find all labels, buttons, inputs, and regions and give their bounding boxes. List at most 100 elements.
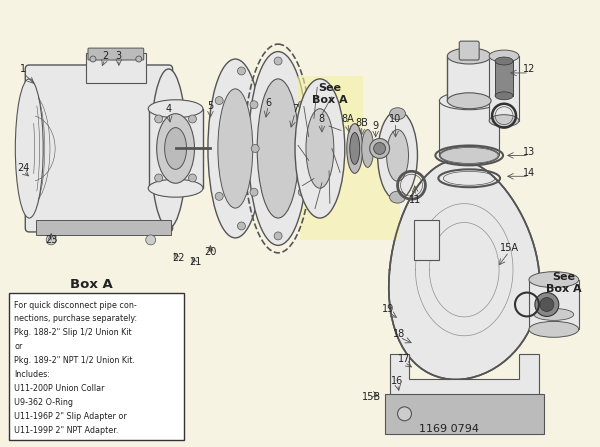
- Text: U11-199P 2" NPT Adapter.: U11-199P 2" NPT Adapter.: [14, 426, 119, 435]
- Circle shape: [298, 188, 306, 196]
- Ellipse shape: [529, 321, 579, 337]
- Text: Pkg. 188-2" Slip 1/2 Union Kit: Pkg. 188-2" Slip 1/2 Union Kit: [14, 329, 132, 337]
- Text: 9: 9: [373, 121, 379, 131]
- Ellipse shape: [389, 108, 406, 120]
- Text: 18: 18: [394, 329, 406, 339]
- Ellipse shape: [448, 93, 491, 109]
- Text: See: See: [552, 272, 575, 282]
- FancyBboxPatch shape: [36, 220, 170, 235]
- Ellipse shape: [534, 308, 574, 320]
- Polygon shape: [489, 56, 519, 121]
- Circle shape: [136, 56, 142, 62]
- Text: 11: 11: [409, 195, 422, 205]
- Ellipse shape: [495, 57, 513, 65]
- Ellipse shape: [16, 79, 43, 218]
- Text: 15A: 15A: [500, 243, 518, 253]
- Circle shape: [155, 115, 163, 123]
- Ellipse shape: [148, 179, 203, 197]
- FancyBboxPatch shape: [385, 394, 544, 434]
- Text: Box A: Box A: [70, 278, 112, 291]
- Ellipse shape: [148, 100, 203, 118]
- Circle shape: [155, 174, 163, 182]
- FancyBboxPatch shape: [495, 61, 513, 96]
- FancyBboxPatch shape: [459, 41, 479, 60]
- Circle shape: [251, 144, 259, 152]
- Ellipse shape: [347, 124, 363, 173]
- Text: 16: 16: [391, 376, 404, 386]
- Ellipse shape: [208, 59, 263, 238]
- FancyBboxPatch shape: [298, 76, 363, 131]
- Circle shape: [250, 101, 258, 109]
- Ellipse shape: [489, 115, 519, 127]
- Ellipse shape: [350, 133, 360, 164]
- Text: 19: 19: [382, 304, 394, 314]
- Circle shape: [188, 174, 196, 182]
- Polygon shape: [439, 101, 499, 156]
- Circle shape: [374, 143, 386, 154]
- Ellipse shape: [157, 114, 194, 183]
- Text: 1169 0794: 1169 0794: [419, 424, 479, 434]
- Text: U11-196P 2" Slip Adapter or: U11-196P 2" Slip Adapter or: [14, 412, 127, 421]
- Text: 17: 17: [398, 354, 411, 364]
- Text: See: See: [319, 83, 341, 93]
- Text: 15B: 15B: [362, 392, 381, 402]
- Text: 4: 4: [166, 104, 172, 114]
- Polygon shape: [415, 220, 439, 260]
- Circle shape: [46, 235, 56, 245]
- Text: Box A: Box A: [546, 284, 581, 294]
- Polygon shape: [389, 160, 539, 380]
- Circle shape: [215, 97, 223, 105]
- FancyBboxPatch shape: [25, 65, 173, 232]
- Ellipse shape: [529, 272, 579, 287]
- Text: 7: 7: [292, 104, 298, 114]
- Text: 5: 5: [207, 101, 214, 111]
- Ellipse shape: [362, 130, 374, 167]
- FancyBboxPatch shape: [300, 145, 400, 240]
- FancyBboxPatch shape: [86, 53, 146, 83]
- Ellipse shape: [489, 50, 519, 62]
- Ellipse shape: [248, 51, 308, 245]
- Ellipse shape: [164, 127, 187, 169]
- Text: 6: 6: [265, 98, 271, 108]
- Ellipse shape: [151, 69, 187, 228]
- Text: Box A: Box A: [312, 95, 347, 105]
- Circle shape: [274, 57, 282, 65]
- Circle shape: [215, 192, 223, 200]
- Circle shape: [370, 139, 389, 158]
- Ellipse shape: [389, 191, 406, 203]
- Circle shape: [188, 115, 196, 123]
- Polygon shape: [389, 354, 539, 399]
- Text: Pkg. 189-2" NPT 1/2 Union Kit.: Pkg. 189-2" NPT 1/2 Union Kit.: [14, 356, 135, 365]
- FancyBboxPatch shape: [10, 293, 184, 440]
- Ellipse shape: [439, 147, 499, 164]
- FancyBboxPatch shape: [88, 48, 144, 60]
- Circle shape: [274, 232, 282, 240]
- Text: 2: 2: [102, 51, 108, 61]
- Text: 21: 21: [189, 257, 202, 267]
- Text: nections, purchase separately:: nections, purchase separately:: [14, 314, 137, 324]
- Circle shape: [535, 293, 559, 316]
- Text: 3: 3: [116, 51, 122, 61]
- Ellipse shape: [257, 79, 299, 218]
- Text: 23: 23: [45, 235, 58, 245]
- Circle shape: [238, 67, 245, 75]
- Text: 20: 20: [204, 247, 217, 257]
- Text: 13: 13: [523, 148, 535, 157]
- Text: or: or: [14, 342, 23, 351]
- Text: 8B: 8B: [355, 118, 368, 128]
- Polygon shape: [448, 56, 491, 101]
- Circle shape: [298, 101, 306, 109]
- Text: U9-362 O-Ring: U9-362 O-Ring: [14, 398, 73, 407]
- Ellipse shape: [306, 109, 334, 188]
- Ellipse shape: [495, 92, 513, 100]
- Ellipse shape: [386, 130, 409, 181]
- Text: 1: 1: [20, 64, 26, 74]
- Text: 8: 8: [319, 114, 325, 124]
- Text: U11-200P Union Collar: U11-200P Union Collar: [14, 384, 105, 393]
- Circle shape: [250, 188, 258, 196]
- Circle shape: [398, 407, 412, 421]
- Text: 10: 10: [389, 114, 401, 124]
- Circle shape: [540, 298, 554, 312]
- Text: 14: 14: [523, 169, 535, 178]
- Text: 8A: 8A: [341, 114, 354, 124]
